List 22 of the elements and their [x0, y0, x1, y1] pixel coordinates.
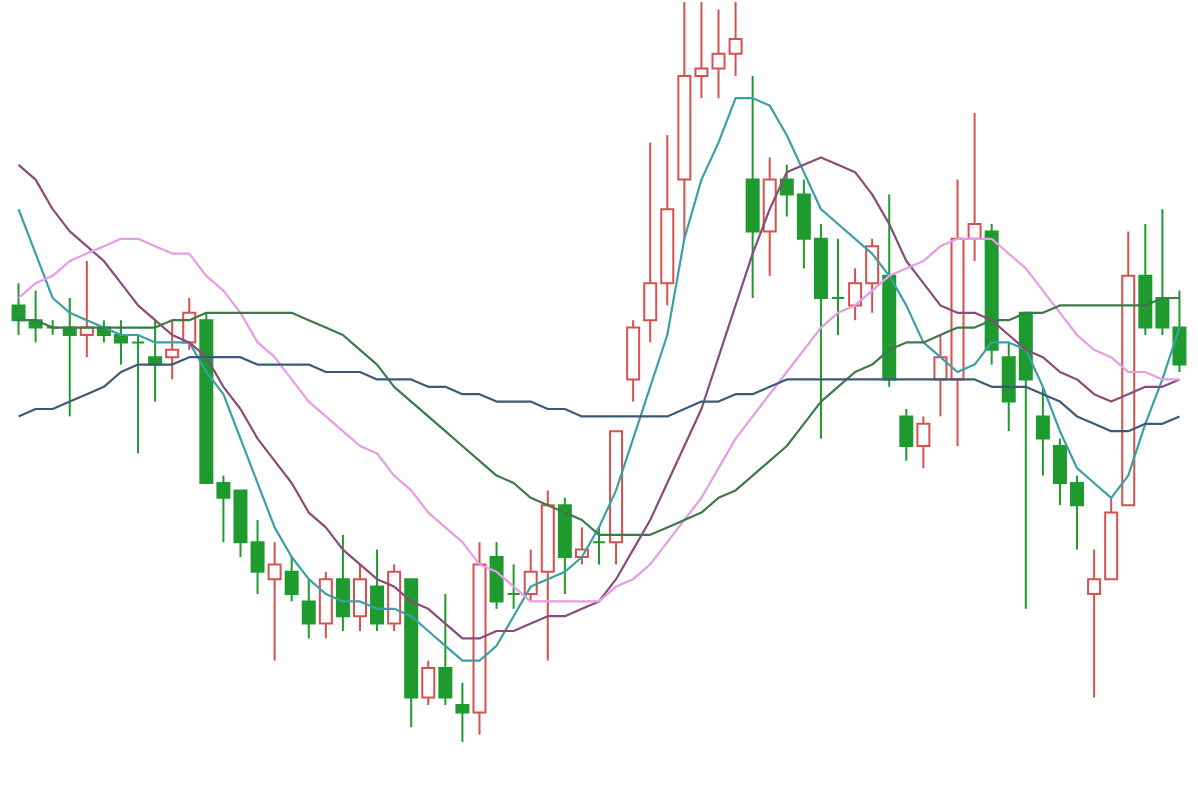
candlestick — [506, 563, 521, 610]
candlestick — [438, 593, 453, 706]
candlestick — [455, 681, 470, 743]
candlestick — [165, 319, 180, 381]
candlestick — [267, 541, 282, 662]
candlestick — [592, 526, 606, 566]
candlestick — [489, 541, 504, 610]
candlestick — [335, 533, 350, 632]
candlestick — [831, 237, 846, 336]
candlestick — [967, 112, 982, 262]
candlestick — [11, 282, 26, 336]
candlestick — [131, 334, 146, 455]
candlestick — [250, 519, 265, 595]
candlestick — [370, 548, 385, 632]
candlestick — [916, 415, 931, 470]
candlestick — [318, 570, 333, 640]
candlestick — [1035, 385, 1050, 477]
candlestick — [284, 556, 299, 603]
candlestick — [899, 408, 914, 462]
candlestick — [421, 659, 436, 706]
candlestick — [352, 563, 367, 632]
candlestick — [301, 578, 316, 640]
